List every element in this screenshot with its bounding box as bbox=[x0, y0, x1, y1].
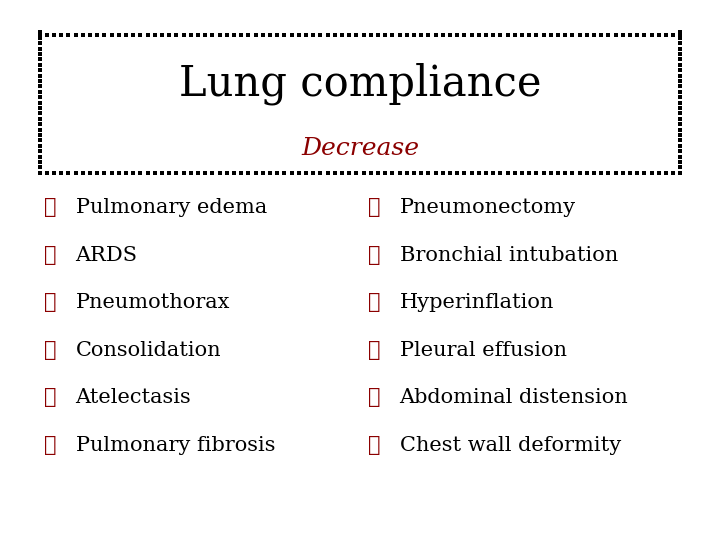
Text: ❖: ❖ bbox=[44, 436, 57, 455]
Text: ❖: ❖ bbox=[44, 293, 57, 313]
Text: ❖: ❖ bbox=[368, 246, 381, 265]
Text: Abdominal distension: Abdominal distension bbox=[400, 388, 629, 408]
Text: ❖: ❖ bbox=[44, 388, 57, 408]
Text: Chest wall deformity: Chest wall deformity bbox=[400, 436, 621, 455]
Text: Pneumothorax: Pneumothorax bbox=[76, 293, 230, 313]
Text: Pulmonary fibrosis: Pulmonary fibrosis bbox=[76, 436, 275, 455]
Text: Hyperinflation: Hyperinflation bbox=[400, 293, 554, 313]
Text: Atelectasis: Atelectasis bbox=[76, 388, 192, 408]
Text: Bronchial intubation: Bronchial intubation bbox=[400, 246, 618, 265]
Text: ❖: ❖ bbox=[44, 341, 57, 360]
Text: ❖: ❖ bbox=[368, 198, 381, 218]
Text: Decrease: Decrease bbox=[301, 137, 419, 160]
Text: Pulmonary edema: Pulmonary edema bbox=[76, 198, 267, 218]
Text: ❖: ❖ bbox=[368, 388, 381, 408]
Text: ❖: ❖ bbox=[368, 341, 381, 360]
Text: ❖: ❖ bbox=[44, 246, 57, 265]
Text: Lung compliance: Lung compliance bbox=[179, 63, 541, 105]
Text: ARDS: ARDS bbox=[76, 246, 138, 265]
Text: ❖: ❖ bbox=[368, 436, 381, 455]
Text: ❖: ❖ bbox=[44, 198, 57, 218]
Text: Consolidation: Consolidation bbox=[76, 341, 221, 360]
Text: ❖: ❖ bbox=[368, 293, 381, 313]
Text: Pneumonectomy: Pneumonectomy bbox=[400, 198, 576, 218]
Text: Pleural effusion: Pleural effusion bbox=[400, 341, 567, 360]
